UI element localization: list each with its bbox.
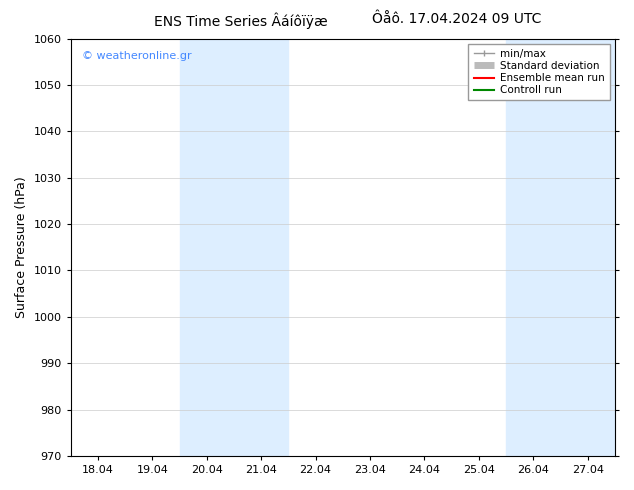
Bar (560, 39, 615, 456)
Bar (234, 39, 288, 456)
Text: ENS Time Series Âáíôïÿæ: ENS Time Series Âáíôïÿæ (154, 12, 328, 29)
Legend: min/max, Standard deviation, Ensemble mean run, Controll run: min/max, Standard deviation, Ensemble me… (469, 44, 610, 100)
Text: © weatheronline.gr: © weatheronline.gr (82, 51, 191, 61)
Bar (179, 39, 234, 456)
Bar (506, 39, 560, 456)
Text: Ôåô. 17.04.2024 09 UTC: Ôåô. 17.04.2024 09 UTC (372, 12, 541, 26)
Y-axis label: Surface Pressure (hPa): Surface Pressure (hPa) (15, 176, 28, 318)
